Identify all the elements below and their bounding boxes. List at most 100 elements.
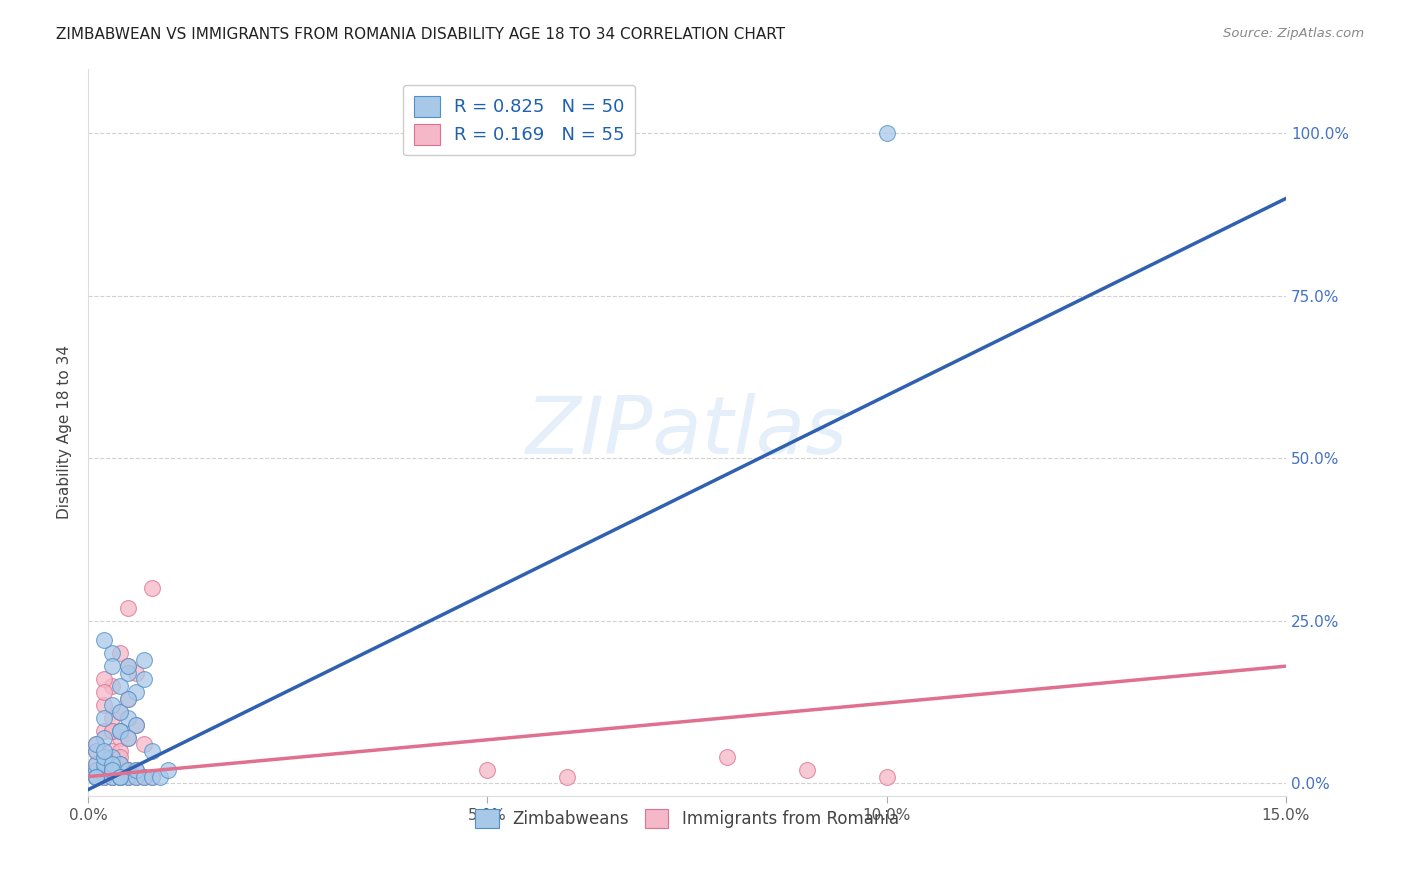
Y-axis label: Disability Age 18 to 34: Disability Age 18 to 34 — [58, 345, 72, 519]
Point — [117, 665, 139, 680]
Point — [141, 743, 163, 757]
Point — [125, 770, 148, 784]
Point — [93, 731, 115, 745]
Point — [876, 770, 898, 784]
Point — [141, 770, 163, 784]
Point — [477, 763, 499, 777]
Point — [132, 737, 155, 751]
Point — [117, 691, 139, 706]
Point — [101, 770, 124, 784]
Point — [108, 770, 131, 784]
Text: Source: ZipAtlas.com: Source: ZipAtlas.com — [1223, 27, 1364, 40]
Point — [101, 750, 124, 764]
Point — [117, 770, 139, 784]
Point — [125, 770, 148, 784]
Point — [108, 731, 131, 745]
Text: ZIMBABWEAN VS IMMIGRANTS FROM ROMANIA DISABILITY AGE 18 TO 34 CORRELATION CHART: ZIMBABWEAN VS IMMIGRANTS FROM ROMANIA DI… — [56, 27, 786, 42]
Point — [84, 770, 107, 784]
Point — [84, 743, 107, 757]
Point — [125, 717, 148, 731]
Point — [141, 770, 163, 784]
Point — [101, 743, 124, 757]
Point — [117, 763, 139, 777]
Point — [93, 763, 115, 777]
Point — [84, 737, 107, 751]
Point — [117, 763, 139, 777]
Point — [93, 724, 115, 739]
Point — [101, 646, 124, 660]
Point — [101, 770, 124, 784]
Point — [101, 679, 124, 693]
Point — [555, 770, 578, 784]
Point — [84, 770, 107, 784]
Point — [117, 731, 139, 745]
Point — [84, 770, 107, 784]
Point — [132, 653, 155, 667]
Point — [93, 770, 115, 784]
Point — [93, 750, 115, 764]
Point — [132, 770, 155, 784]
Point — [117, 600, 139, 615]
Point — [93, 685, 115, 699]
Point — [93, 763, 115, 777]
Point — [93, 756, 115, 771]
Point — [117, 711, 139, 725]
Legend: Zimbabweans, Immigrants from Romania: Zimbabweans, Immigrants from Romania — [468, 803, 905, 835]
Point — [93, 743, 115, 757]
Point — [141, 581, 163, 595]
Point — [93, 763, 115, 777]
Point — [84, 756, 107, 771]
Point — [108, 705, 131, 719]
Point — [117, 731, 139, 745]
Point — [125, 685, 148, 699]
Point — [108, 724, 131, 739]
Point — [108, 770, 131, 784]
Point — [125, 763, 148, 777]
Point — [101, 659, 124, 673]
Point — [84, 770, 107, 784]
Point — [108, 756, 131, 771]
Point — [93, 711, 115, 725]
Point — [101, 711, 124, 725]
Point — [108, 705, 131, 719]
Point — [108, 750, 131, 764]
Point — [716, 750, 738, 764]
Point — [108, 756, 131, 771]
Point — [876, 127, 898, 141]
Text: ZIPatlas: ZIPatlas — [526, 393, 848, 471]
Point — [125, 763, 148, 777]
Point — [117, 691, 139, 706]
Point — [108, 724, 131, 739]
Point — [117, 659, 139, 673]
Point — [149, 770, 172, 784]
Point — [101, 763, 124, 777]
Point — [108, 756, 131, 771]
Point — [101, 770, 124, 784]
Point — [101, 698, 124, 713]
Point — [101, 763, 124, 777]
Point — [93, 756, 115, 771]
Point — [156, 763, 179, 777]
Point — [84, 770, 107, 784]
Point — [117, 659, 139, 673]
Point — [101, 756, 124, 771]
Point — [108, 679, 131, 693]
Point — [108, 646, 131, 660]
Point — [101, 763, 124, 777]
Point — [101, 763, 124, 777]
Point — [796, 763, 818, 777]
Point — [93, 698, 115, 713]
Point — [93, 770, 115, 784]
Point — [84, 763, 107, 777]
Point — [108, 770, 131, 784]
Point — [84, 743, 107, 757]
Point — [117, 770, 139, 784]
Point — [93, 672, 115, 686]
Point — [108, 756, 131, 771]
Point — [132, 770, 155, 784]
Point — [93, 750, 115, 764]
Point — [93, 633, 115, 648]
Point — [101, 750, 124, 764]
Point — [117, 763, 139, 777]
Point — [108, 770, 131, 784]
